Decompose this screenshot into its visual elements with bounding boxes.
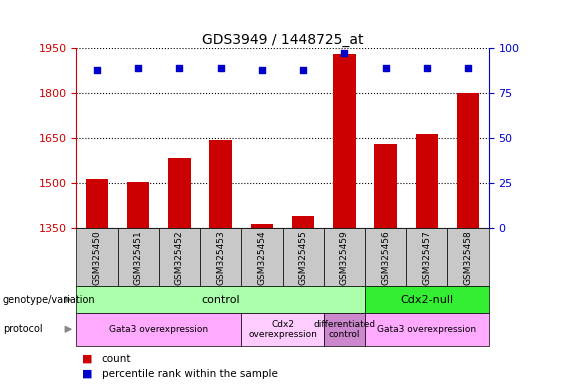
Text: genotype/variation: genotype/variation (3, 295, 95, 305)
Text: GSM325452: GSM325452 (175, 230, 184, 285)
Bar (365, 228, 406, 286)
Bar (241, 228, 282, 286)
Bar (406, 228, 447, 286)
Title: GDS3949 / 1448725_at: GDS3949 / 1448725_at (202, 33, 363, 47)
Point (216, 65, 225, 71)
Bar (241, 313, 324, 346)
Text: Gata3 overexpression: Gata3 overexpression (109, 325, 208, 334)
Bar (85, 179, 108, 228)
Point (299, 66, 308, 73)
Bar (159, 228, 200, 286)
Text: GSM325459: GSM325459 (340, 230, 349, 285)
Bar (457, 93, 480, 228)
Bar (209, 140, 232, 228)
Text: GSM325455: GSM325455 (299, 230, 307, 285)
Point (423, 65, 432, 71)
Bar (250, 224, 273, 228)
Text: ■: ■ (82, 354, 93, 364)
Bar (127, 182, 150, 228)
Text: GSM325458: GSM325458 (464, 230, 472, 285)
Point (134, 65, 142, 71)
Text: Gata3 overexpression: Gata3 overexpression (377, 325, 476, 334)
Bar (333, 54, 356, 228)
Point (340, 50, 349, 56)
Text: GSM325450: GSM325450 (93, 230, 101, 285)
Point (381, 65, 390, 71)
Text: control: control (201, 295, 240, 305)
Text: GSM325457: GSM325457 (423, 230, 431, 285)
Text: count: count (102, 354, 131, 364)
Bar (447, 228, 489, 286)
Text: GSM325456: GSM325456 (381, 230, 390, 285)
Bar (365, 313, 489, 346)
Text: ■: ■ (82, 369, 93, 379)
Text: differentiated
control: differentiated control (314, 319, 375, 339)
Bar (324, 228, 365, 286)
Bar (365, 286, 489, 313)
Bar (118, 228, 159, 286)
Bar (282, 228, 324, 286)
Text: GSM325454: GSM325454 (258, 230, 266, 285)
Bar (76, 228, 118, 286)
Text: protocol: protocol (3, 324, 42, 334)
Text: GSM325453: GSM325453 (216, 230, 225, 285)
Bar (374, 144, 397, 228)
Bar (324, 313, 365, 346)
Text: percentile rank within the sample: percentile rank within the sample (102, 369, 277, 379)
Text: GSM325451: GSM325451 (134, 230, 142, 285)
Bar (168, 158, 191, 228)
Point (175, 65, 184, 71)
Text: Cdx2
overexpression: Cdx2 overexpression (248, 319, 317, 339)
Text: Cdx2-null: Cdx2-null (400, 295, 454, 305)
Bar (76, 313, 241, 346)
Bar (76, 286, 365, 313)
Point (258, 66, 267, 73)
Bar (415, 134, 438, 228)
Point (464, 65, 473, 71)
Point (93, 66, 102, 73)
Bar (200, 228, 241, 286)
Bar (292, 217, 315, 228)
